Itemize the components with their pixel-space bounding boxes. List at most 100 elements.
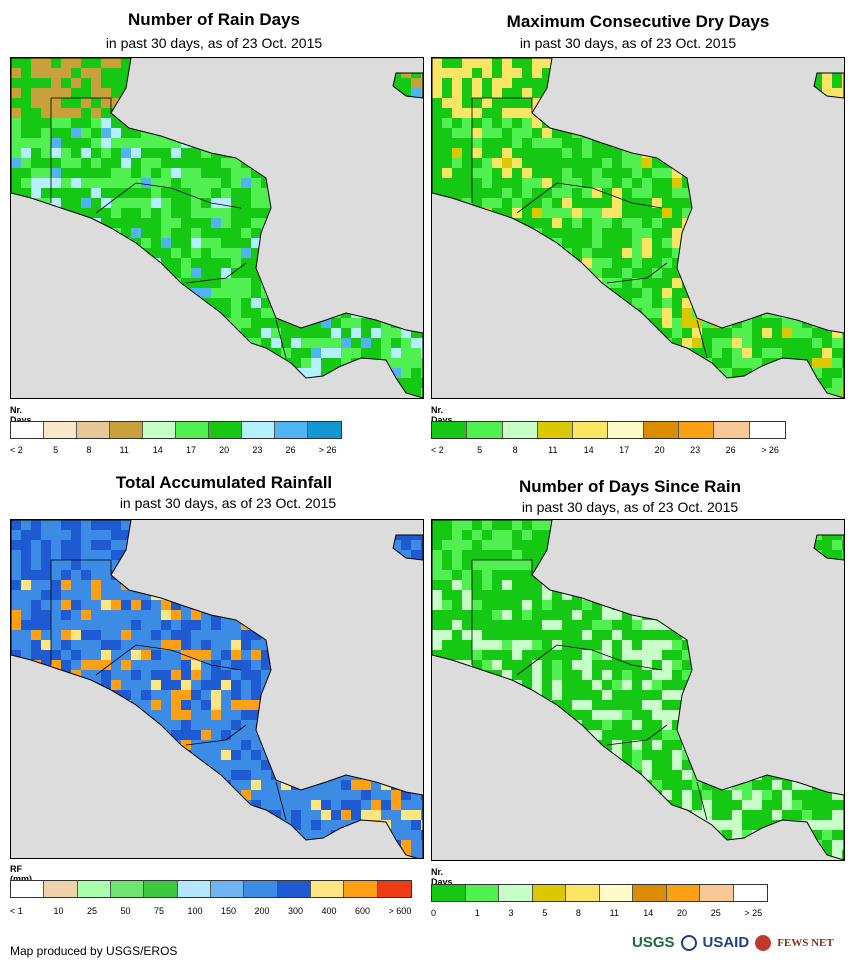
legend-tick-label: 8 <box>86 445 92 455</box>
coastline <box>813 534 844 561</box>
legend-tick-label: 20 <box>219 445 230 455</box>
legend-swatch <box>44 422 77 438</box>
legend-tick-label: 300 <box>288 906 304 916</box>
legend-tick-label: 25 <box>87 906 98 916</box>
legend-tick-label: 26 <box>725 445 736 455</box>
legend-tick-label: 26 <box>285 445 296 455</box>
panel-subtitle: in past 30 days, as of 23 Oct. 2015 <box>519 35 737 51</box>
legend-tick-label: > 26 <box>761 445 779 455</box>
legend-tick-label: 8 <box>512 445 518 455</box>
coastline <box>432 520 844 860</box>
country-border <box>185 262 247 284</box>
legend-swatch <box>77 422 110 438</box>
since-rain-legend-ticks: 0 1 3 5 8 11 14 20 25 > 25 <box>431 908 776 920</box>
usaid-logo: USAID <box>702 934 750 951</box>
legend-swatch <box>377 881 411 897</box>
country-border <box>275 319 287 359</box>
usgs-logo: USGS <box>632 934 675 951</box>
legend-swatch <box>599 885 633 901</box>
legend-tick-label: 50 <box>120 906 131 916</box>
country-border <box>696 781 708 821</box>
rainfall-legend <box>10 880 412 898</box>
country-border <box>51 97 112 113</box>
legend-swatch <box>714 422 750 438</box>
legend-tick-label: 1 <box>474 908 480 918</box>
coastline <box>432 58 844 398</box>
legend-swatch <box>432 885 466 901</box>
country-border <box>472 559 533 575</box>
legend-swatch <box>566 885 600 901</box>
legend-tick-label: 25 <box>710 908 721 918</box>
legend-tick-label: 5 <box>542 908 548 918</box>
legend-title: Nr. Days <box>10 405 32 425</box>
coastline <box>392 72 423 99</box>
map-grid-cells <box>432 58 844 398</box>
legend-tick-label: < 2 <box>10 445 23 455</box>
since-rain-map <box>431 519 845 861</box>
country-border <box>591 187 663 209</box>
legend-tick-label: > 600 <box>388 906 412 916</box>
coastline <box>813 72 844 99</box>
legend-swatch <box>344 881 378 897</box>
country-border <box>606 724 668 746</box>
rain-days-map <box>10 57 424 399</box>
legend-swatch <box>633 885 667 901</box>
legend-swatch <box>700 885 734 901</box>
legend-tick-label: 14 <box>583 445 594 455</box>
legend-swatch <box>177 881 211 897</box>
dry-days-legend-ticks: < 2 5 8 11 14 17 20 23 26 > 26 <box>431 445 791 457</box>
map-canvas <box>432 520 844 860</box>
country-border <box>516 644 593 676</box>
legend-tick-label: 400 <box>321 906 337 916</box>
legend-title: RF (mm) <box>10 864 32 884</box>
legend-swatch <box>44 881 78 897</box>
coastline <box>11 520 423 858</box>
country-border <box>185 724 247 746</box>
legend-swatch <box>110 422 143 438</box>
map-canvas <box>11 520 423 858</box>
country-border <box>95 644 172 676</box>
legend-tick-label: 75 <box>154 906 165 916</box>
rainfall-legend-ticks: < 1 10 25 50 75 100 150 200 300 400 600 > 600 <box>10 906 420 918</box>
legend-swatch <box>499 885 533 901</box>
legend-tick-label: 600 <box>355 906 371 916</box>
legend-swatch <box>11 881 45 897</box>
legend-swatch <box>110 881 145 897</box>
legend-tick-label: 20 <box>654 445 665 455</box>
legend-swatch <box>573 422 609 438</box>
legend-swatch <box>308 422 341 438</box>
legend-tick-label: 20 <box>677 908 688 918</box>
map-grid-cells <box>432 520 844 860</box>
legend-swatch <box>310 881 345 897</box>
legend-swatch <box>242 422 275 438</box>
logo-bar: USGS USAID FEWS NET <box>632 934 834 951</box>
legend-tick-label: 8 <box>575 908 581 918</box>
legend-swatch <box>277 881 311 897</box>
legend-swatch <box>666 885 700 901</box>
rain-days-legend-ticks: < 2 5 8 11 14 17 20 23 26 > 26 <box>10 445 350 457</box>
legend-tick-label: 5 <box>53 445 59 455</box>
legend-swatch <box>11 422 44 438</box>
legend-tick-label: 11 <box>548 445 558 455</box>
rain-days-legend <box>10 421 342 439</box>
panel-subtitle: in past 30 days, as of 23 Oct. 2015 <box>105 35 323 51</box>
country-border <box>606 262 668 284</box>
legend-tick-label: 10 <box>53 906 64 916</box>
panel-title: Maximum Consecutive Dry Days <box>506 12 770 31</box>
legend-tick-label: < 2 <box>431 445 444 455</box>
country-border <box>170 649 242 671</box>
legend-swatch <box>465 885 499 901</box>
map-canvas <box>11 58 423 398</box>
map-grid-cells <box>11 58 423 398</box>
legend-swatch <box>608 422 644 438</box>
fewsnet-globe-icon <box>755 934 772 951</box>
panel-title: Number of Rain Days <box>128 10 300 29</box>
legend-tick-label: 3 <box>508 908 514 918</box>
legend-swatch <box>77 881 111 897</box>
legend-tick-label: 17 <box>619 445 630 455</box>
legend-swatch <box>176 422 209 438</box>
country-border <box>95 182 172 214</box>
panel-title: Total Accumulated Rainfall <box>115 473 333 492</box>
panel-subtitle: in past 30 days, as of 23 Oct. 2015 <box>521 499 739 515</box>
map-canvas <box>432 58 844 398</box>
